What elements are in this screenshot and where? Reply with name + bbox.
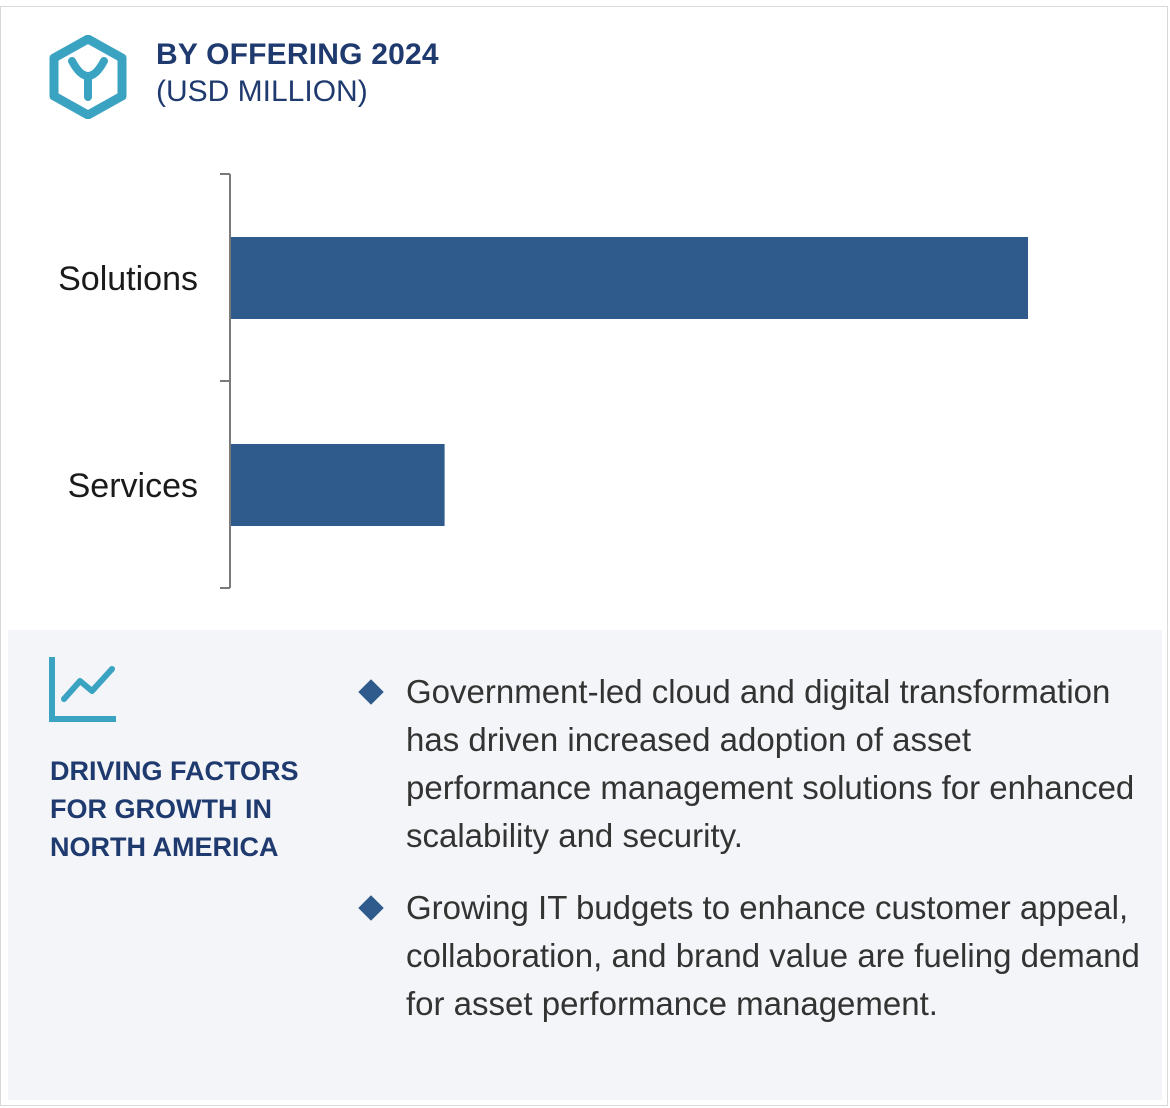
diamond-bullet-icon <box>358 679 384 705</box>
bar-solutions <box>231 237 1028 319</box>
driver-item-text: Government-led cloud and digital transfo… <box>406 673 1135 854</box>
bar-services <box>231 444 445 526</box>
chart-title: BY OFFERING 2024 (USD MILLION) <box>156 36 439 110</box>
hexagon-y-logo-icon <box>49 35 127 119</box>
driver-item-text: Growing IT budgets to enhance customer a… <box>406 889 1140 1022</box>
chart-title-line2: (USD MILLION) <box>156 75 368 108</box>
drivers-title: DRIVING FACTORS FOR GROWTH IN NORTH AMER… <box>50 756 299 862</box>
category-label-services: Services <box>68 467 198 505</box>
diamond-bullet-icon <box>358 895 384 921</box>
trend-line-chart-icon <box>49 657 116 722</box>
driver-item: Government-led cloud and digital transfo… <box>358 668 1148 860</box>
bar-chart: Solutions Services <box>58 173 1028 589</box>
driver-item: Growing IT budgets to enhance customer a… <box>358 884 1148 1028</box>
drivers-list: Government-led cloud and digital transfo… <box>358 668 1148 1052</box>
drivers-panel <box>8 630 1162 1100</box>
chart-title-line1: BY OFFERING 2024 <box>156 38 439 71</box>
bars-group: Solutions Services <box>58 237 1028 526</box>
category-label-solutions: Solutions <box>58 260 198 298</box>
